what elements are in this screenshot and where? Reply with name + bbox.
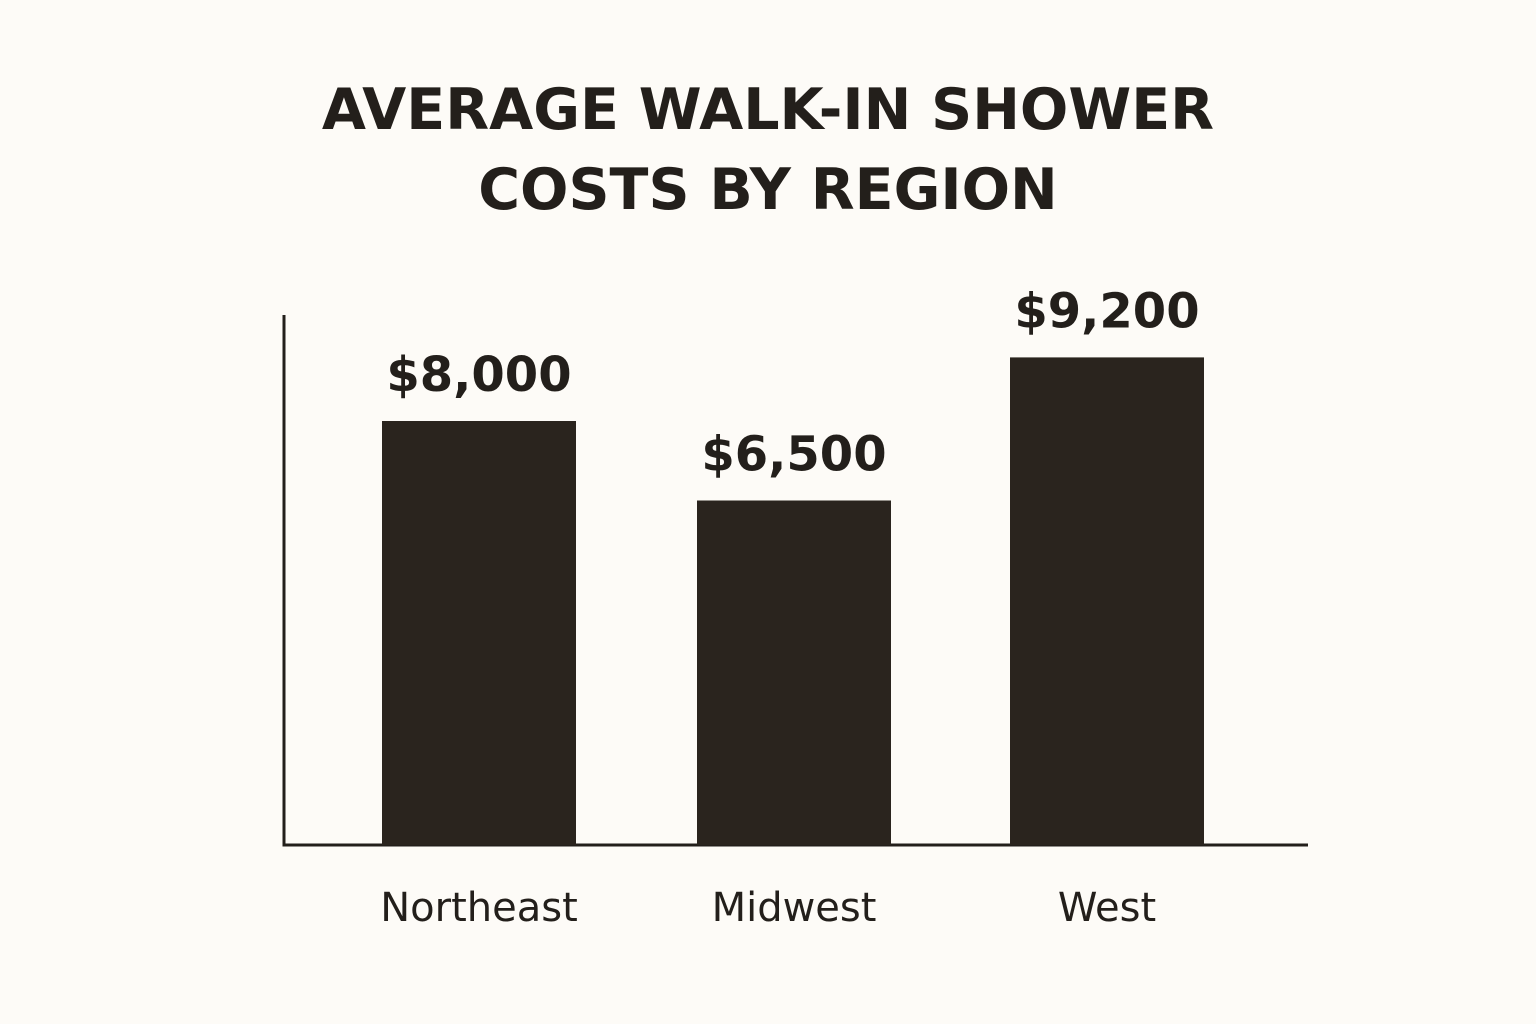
chart-title: AVERAGE WALK-IN SHOWER COSTS BY REGION <box>0 70 1536 230</box>
value-label-midwest: $6,500 <box>701 427 886 483</box>
bar-midwest <box>697 500 891 845</box>
value-label-west: $9,200 <box>1014 283 1199 339</box>
category-label-midwest: Midwest <box>712 885 877 931</box>
value-label-northeast: $8,000 <box>386 347 571 403</box>
bar-west <box>1010 357 1204 845</box>
category-label-west: West <box>1058 885 1156 931</box>
category-label-northeast: Northeast <box>380 885 578 931</box>
chart-title-line-1: AVERAGE WALK-IN SHOWER <box>321 77 1215 143</box>
chart-title-line-2: COSTS BY REGION <box>478 157 1058 223</box>
bar-northeast <box>382 421 576 845</box>
